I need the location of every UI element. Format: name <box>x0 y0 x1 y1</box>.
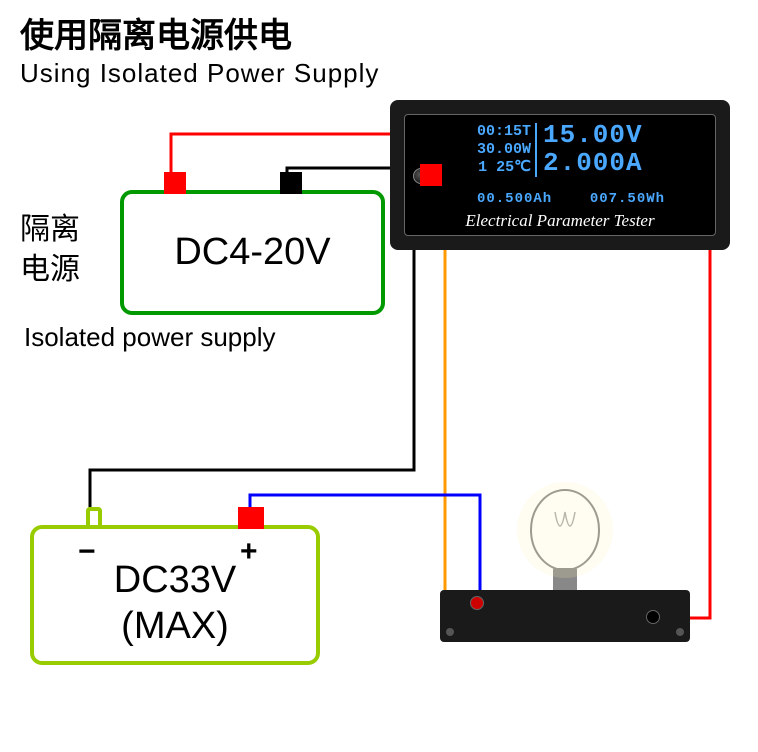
tester-terminal-top-black <box>456 164 478 186</box>
light-bulb-icon <box>517 482 613 594</box>
battery-terminal-neg-icon <box>86 507 102 529</box>
title-english: Using Isolated Power Supply <box>20 58 379 89</box>
iso-label-en: Isolated power supply <box>24 322 275 353</box>
screw-icon <box>446 628 454 636</box>
diagram-canvas: 使用隔离电源供电 Using Isolated Power Supply 00 <box>0 0 758 752</box>
iso-terminal-negative <box>280 172 302 194</box>
iso-label-cn: 隔离 电源 <box>20 210 80 290</box>
iso-box-label: DC4-20V <box>174 230 330 276</box>
screen-ah: 00.500Ah <box>477 191 552 207</box>
battery-box: − + DC33V (MAX) <box>30 525 320 665</box>
wire-red-tester-to-bulb <box>660 250 710 618</box>
bulb-post-left <box>470 596 484 610</box>
screen-volt: 15.00V <box>543 121 707 149</box>
tester-bezel: 00:15T 30.00W 1 25℃ 15.00V 2.000A 00.500… <box>404 114 716 236</box>
bulb-base <box>440 590 690 642</box>
iso-terminal-positive <box>164 172 186 194</box>
iso-label-cn-1: 隔离 <box>20 210 80 250</box>
title-chinese: 使用隔离电源供电 <box>20 8 292 57</box>
screen-divider <box>535 123 537 177</box>
battery-plus-label: + <box>240 535 258 569</box>
screen-watt: 30.00W <box>435 141 531 159</box>
screen-temp: 1 25℃ <box>435 159 531 177</box>
battery-minus-label: − <box>78 535 96 569</box>
battery-label-line1: DC33V <box>114 558 237 604</box>
tester-label-text: Electrical Parameter Tester <box>405 211 715 231</box>
iso-label-cn-2: 电源 <box>20 250 80 290</box>
screen-amp: 2.000A <box>543 149 707 177</box>
tester-terminal-top-red <box>420 164 442 186</box>
screen-time: 00:15T <box>435 123 531 141</box>
battery-terminal-pos <box>238 507 264 529</box>
bulb-post-right <box>646 610 660 624</box>
screw-icon <box>676 628 684 636</box>
battery-label-line2: (MAX) <box>114 604 237 650</box>
isolated-power-box: DC4-20V <box>120 190 385 315</box>
screen-wh: 007.50Wh <box>590 191 665 207</box>
wire-orange-tester-to-bulb <box>445 250 480 600</box>
